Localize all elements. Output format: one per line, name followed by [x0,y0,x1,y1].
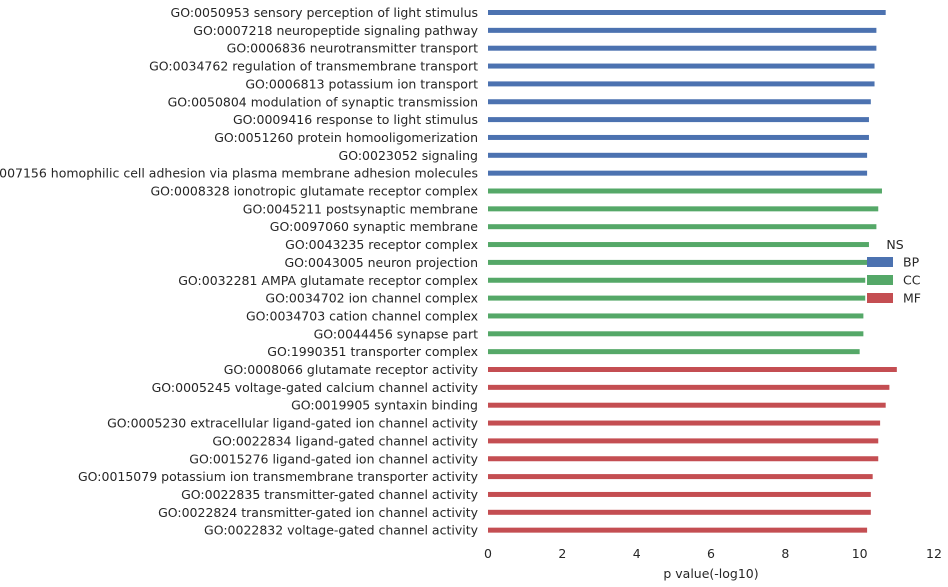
category-label-26: GO:0015276 ligand-gated ion channel acti… [189,451,478,466]
category-label-28: GO:0022835 transmitter-gated channel act… [181,487,478,502]
x-tick-label-2: 2 [558,546,566,561]
bar-mf-25 [488,438,879,444]
bar-mf-28 [488,491,871,497]
bar-cc-16 [488,277,866,283]
bar-bp-4 [488,63,875,69]
x-tick-label-6: 6 [707,546,715,561]
x-tick-label-10: 10 [852,546,868,561]
legend-swatch-mf [867,293,893,303]
category-label-19: GO:0044456 synapse part [314,326,478,341]
category-label-24: GO:0005230 extracellular ligand-gated io… [107,416,479,431]
category-label-21: GO:0008066 glutamate receptor activity [224,362,479,377]
legend-swatch-bp [867,257,893,267]
bar-mf-24 [488,420,881,426]
bar-bp-7 [488,117,869,123]
category-label-10: GO:0007156 homophilic cell adhesion via … [0,166,478,181]
x-tick-label-12: 12 [926,546,942,561]
category-label-3: GO:0006836 neurotransmitter transport [227,41,478,56]
bars-group [488,10,897,533]
bar-mf-30 [488,527,868,533]
bar-bp-1 [488,10,886,15]
bar-cc-13 [488,224,877,230]
x-axis-label: p value(-log10) [663,566,758,581]
bar-cc-18 [488,313,864,319]
bar-mf-27 [488,474,873,480]
bar-bp-6 [488,99,871,105]
bar-mf-26 [488,456,879,462]
category-label-9: GO:0023052 signaling [339,148,478,163]
bar-cc-12 [488,206,879,212]
x-tick-label-0: 0 [484,546,492,561]
category-label-18: GO:0034703 cation channel complex [246,308,478,323]
legend-label-bp: BP [903,255,920,270]
bar-cc-11 [488,188,882,194]
category-label-14: GO:0043235 receptor complex [285,237,478,252]
category-label-20: GO:1990351 transporter complex [267,344,478,359]
legend-label-cc: CC [903,273,921,288]
category-label-5: GO:0006813 potassium ion transport [245,76,478,91]
category-label-7: GO:0009416 response to light stimulus [233,112,478,127]
bar-bp-3 [488,45,877,51]
bar-bp-9 [488,152,868,158]
bar-cc-14 [488,242,869,248]
bar-mf-22 [488,384,890,390]
category-label-4: GO:0034762 regulation of transmembrane t… [149,59,478,74]
category-label-22: GO:0005245 voltage-gated calcium channel… [152,380,479,395]
x-tick-label-4: 4 [633,546,641,561]
bar-mf-29 [488,509,871,515]
bar-cc-19 [488,331,864,337]
bar-bp-8 [488,134,869,140]
x-axis-ticks: 0 2 4 6 8 10 12 [484,546,942,561]
category-label-30: GO:0022832 voltage-gated channel activit… [204,523,479,538]
legend-swatch-cc [867,275,893,285]
category-label-11: GO:0008328 ionotropic glutamate receptor… [151,184,479,199]
category-label-6: GO:0050804 modulation of synaptic transm… [168,94,478,109]
category-label-1: GO:0050953 sensory perception of light s… [171,5,478,20]
category-label-15: GO:0043005 neuron projection [284,255,478,270]
category-label-8: GO:0051260 protein homooligomerization [214,130,478,145]
category-label-2: GO:0007218 neuropeptide signaling pathwa… [193,23,478,38]
bar-cc-15 [488,259,868,265]
category-label-25: GO:0022834 ligand-gated channel activity [212,433,478,448]
legend-title: NS [886,237,903,252]
category-label-16: GO:0032281 AMPA glutamate receptor compl… [178,273,478,288]
category-label-27: GO:0015079 potassium ion transmembrane t… [78,469,479,484]
bar-mf-21 [488,367,897,372]
bar-bp-2 [488,27,877,33]
category-label-13: GO:0097060 synaptic membrane [270,219,479,234]
category-label-17: GO:0034702 ion channel complex [265,291,478,306]
bar-bp-5 [488,81,875,87]
category-label-23: GO:0019905 syntaxin binding [291,398,478,413]
x-tick-label-8: 8 [781,546,789,561]
bar-cc-17 [488,295,866,301]
category-label-29: GO:0022824 transmitter-gated ion channel… [158,505,479,520]
bar-bp-10 [488,170,868,176]
bar-mf-23 [488,402,886,408]
legend-label-mf: MF [903,291,921,306]
bar-cc-20 [488,349,860,355]
category-label-12: GO:0045211 postsynaptic membrane [243,201,479,216]
category-labels: GO:0050953 sensory perception of light s… [0,5,479,538]
